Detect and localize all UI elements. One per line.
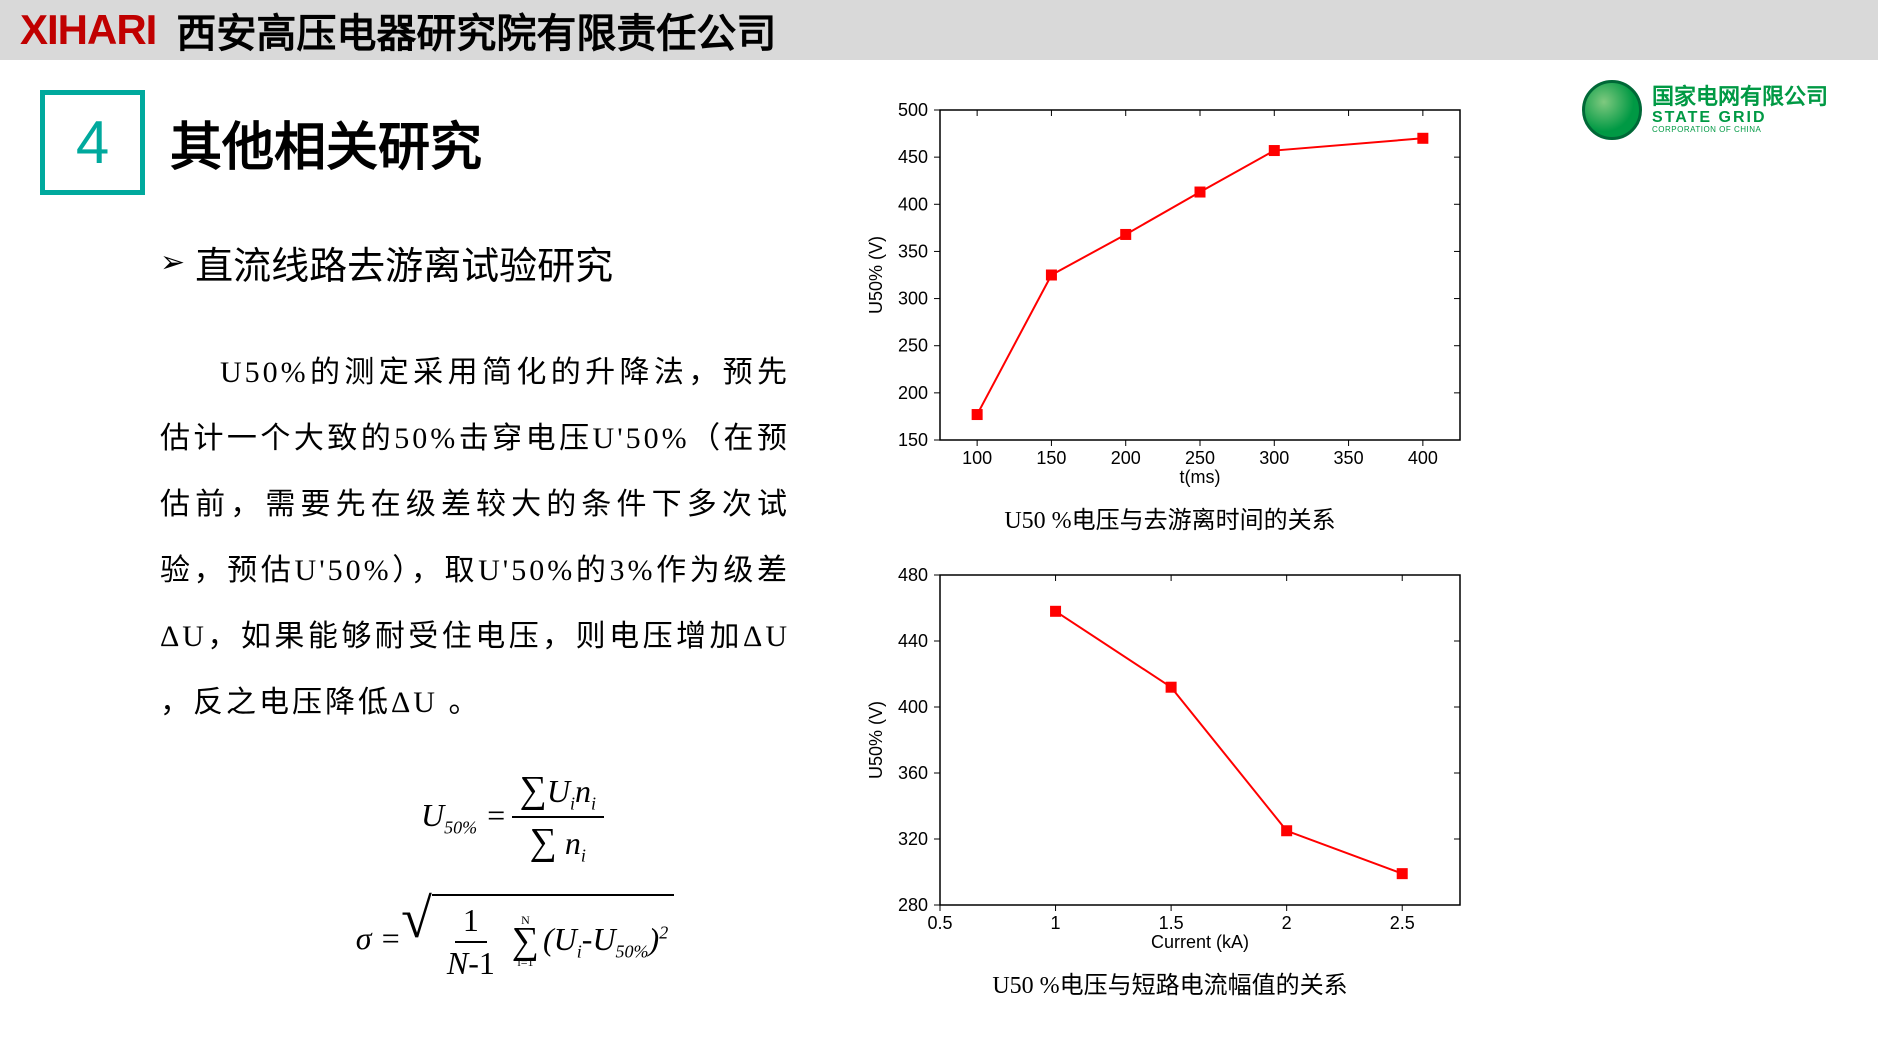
svg-text:100: 100 (962, 448, 992, 468)
svg-text:Current (kA): Current (kA) (1151, 932, 1249, 952)
formula-u50: U50% = ∑Uini ∑ ni (240, 766, 790, 869)
svg-text:U50% (V): U50% (V) (866, 701, 886, 779)
svg-text:350: 350 (898, 241, 928, 261)
xihari-logo: XIHARI (20, 6, 156, 54)
svg-text:300: 300 (1259, 448, 1289, 468)
chart-u50-vs-current: 0.5 1 1.5 2 2.5 280 320 360 400 440 480 Current (kA… (860, 560, 1480, 1010)
body-text: U50%的测定采用简化的升降法，预先估计一个大致的50%击穿电压U'50%（在预… (160, 340, 790, 736)
svg-text:400: 400 (898, 697, 928, 717)
svg-text:500: 500 (898, 100, 928, 120)
svg-text:U50% (V): U50% (V) (866, 236, 886, 314)
state-grid-globe-icon (1582, 80, 1642, 140)
state-grid-logo: 国家电网有限公司 STATE GRID CORPORATION OF CHINA (1582, 80, 1828, 140)
state-grid-text: 国家电网有限公司 STATE GRID CORPORATION OF CHINA (1652, 85, 1828, 136)
svg-text:2.5: 2.5 (1390, 913, 1415, 933)
sg-en: STATE GRID (1652, 109, 1828, 127)
svg-text:300: 300 (898, 289, 928, 309)
chart1-caption: U50 %电压与去游离时间的关系 (860, 500, 1480, 535)
sg-cn: 国家电网有限公司 (1652, 85, 1828, 109)
header-bar: XIHARI 西安高压电器研究院有限责任公司 (0, 0, 1878, 60)
svg-text:450: 450 (898, 147, 928, 167)
content-area: 4 其他相关研究 ➢ 直流线路去游离试验研究 U50%的测定采用简化的升降法，预… (0, 60, 1878, 1054)
svg-text:400: 400 (898, 194, 928, 214)
svg-text:250: 250 (898, 336, 928, 356)
formulas: U50% = ∑Uini ∑ ni σ = √ 1 N-1 (240, 766, 790, 984)
svg-text:0.5: 0.5 (927, 913, 952, 933)
bullet-line: ➢ 直流线路去游离试验研究 (160, 235, 790, 290)
svg-text:1: 1 (1051, 913, 1061, 933)
left-column: 4 其他相关研究 ➢ 直流线路去游离试验研究 U50%的测定采用简化的升降法，预… (40, 90, 820, 1054)
chart-u50-vs-time: 100 150 200 250 300 350 400 150 200 250 300 350 400 4… (860, 95, 1480, 535)
svg-text:150: 150 (898, 430, 928, 450)
subsection: ➢ 直流线路去游离试验研究 U50%的测定采用简化的升降法，预先估计一个大致的5… (160, 235, 790, 984)
svg-text:480: 480 (898, 565, 928, 585)
svg-text:440: 440 (898, 631, 928, 651)
svg-text:320: 320 (898, 829, 928, 849)
company-name: 西安高压电器研究院有限责任公司 (176, 1, 776, 59)
section-number-box: 4 (40, 90, 145, 195)
svg-text:250: 250 (1185, 448, 1215, 468)
section-header: 4 其他相关研究 (40, 90, 790, 195)
right-column: 国家电网有限公司 STATE GRID CORPORATION OF CHINA… (820, 90, 1838, 1054)
formula-sigma: σ = √ 1 N-1 N ∑ i=1 (240, 894, 790, 984)
bullet-text: 直流线路去游离试验研究 (195, 235, 613, 290)
svg-text:1.5: 1.5 (1159, 913, 1184, 933)
section-title: 其他相关研究 (170, 105, 482, 180)
svg-text:2: 2 (1282, 913, 1292, 933)
triangle-icon: ➢ (160, 245, 185, 280)
svg-text:t(ms): t(ms) (1180, 467, 1221, 487)
svg-text:200: 200 (898, 383, 928, 403)
svg-text:280: 280 (898, 895, 928, 915)
svg-text:350: 350 (1334, 448, 1364, 468)
sg-en2: CORPORATION OF CHINA (1652, 126, 1828, 135)
chart2-caption: U50 %电压与短路电流幅值的关系 (860, 965, 1480, 1000)
svg-text:200: 200 (1111, 448, 1141, 468)
svg-text:150: 150 (1036, 448, 1066, 468)
svg-text:400: 400 (1408, 448, 1438, 468)
section-number: 4 (76, 108, 109, 177)
svg-text:360: 360 (898, 763, 928, 783)
